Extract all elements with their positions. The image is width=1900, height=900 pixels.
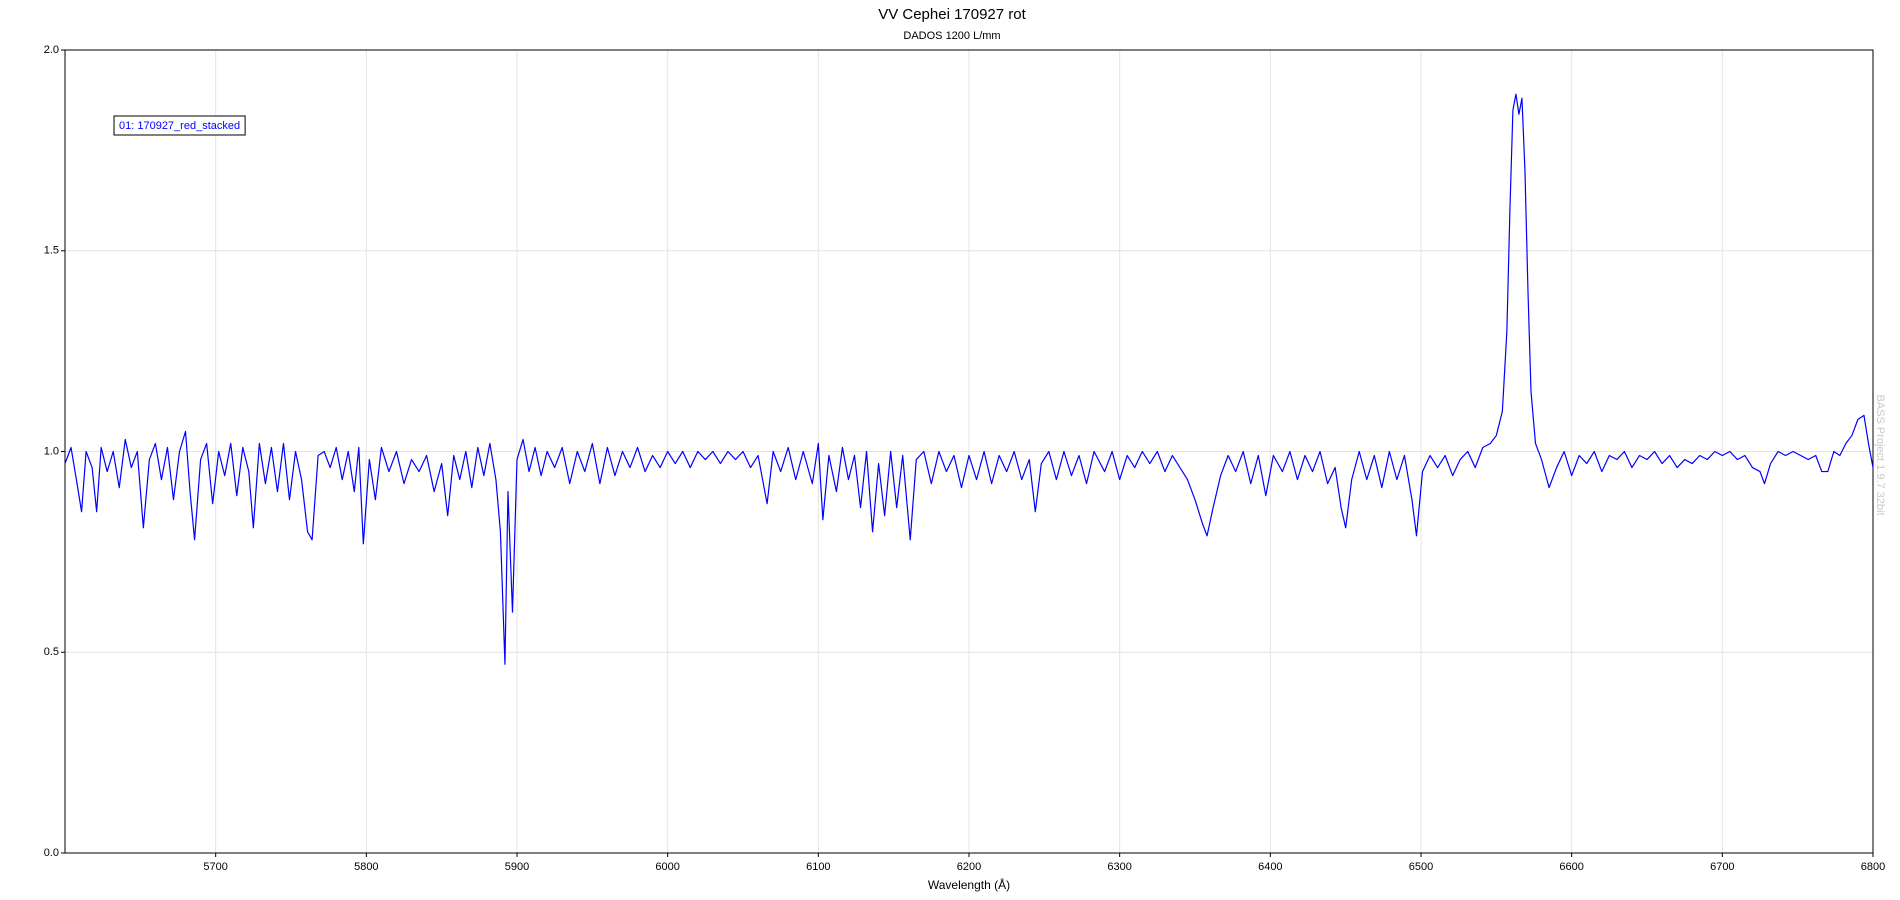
x-tick-label: 6300: [1107, 861, 1131, 873]
x-tick-label: 5700: [203, 861, 227, 873]
x-axis-label: Wavelength (Å): [928, 877, 1010, 892]
chart-title: VV Cephei 170927 rot: [878, 6, 1026, 23]
x-tick-label: 6800: [1861, 861, 1885, 873]
legend-label: 01: 170927_red_stacked: [119, 120, 240, 132]
spectrum-line: [64, 93, 1874, 665]
watermark: BASS Project 1.9.7 32bit: [1874, 394, 1886, 515]
x-tick-label: 6200: [957, 861, 981, 873]
y-tick-label: 0.0: [44, 847, 59, 859]
y-tick-label: 1.5: [44, 245, 59, 257]
y-tick-label: 1.0: [44, 445, 59, 457]
plot-frame: [64, 49, 1874, 854]
x-tick-label: 5900: [505, 861, 529, 873]
x-tick-label: 6500: [1409, 861, 1433, 873]
chart-subtitle: DADOS 1200 L/mm: [903, 30, 1000, 42]
x-tick-label: 6400: [1258, 861, 1282, 873]
x-tick-label: 6700: [1710, 861, 1734, 873]
x-tick-label: 5800: [354, 861, 378, 873]
y-tick-label: 2.0: [44, 44, 59, 56]
x-tick-label: 6100: [806, 861, 830, 873]
y-tick-label: 0.5: [44, 646, 59, 658]
x-tick-label: 6600: [1559, 861, 1583, 873]
x-tick-label: 6000: [655, 861, 679, 873]
legend-box: [113, 115, 246, 136]
